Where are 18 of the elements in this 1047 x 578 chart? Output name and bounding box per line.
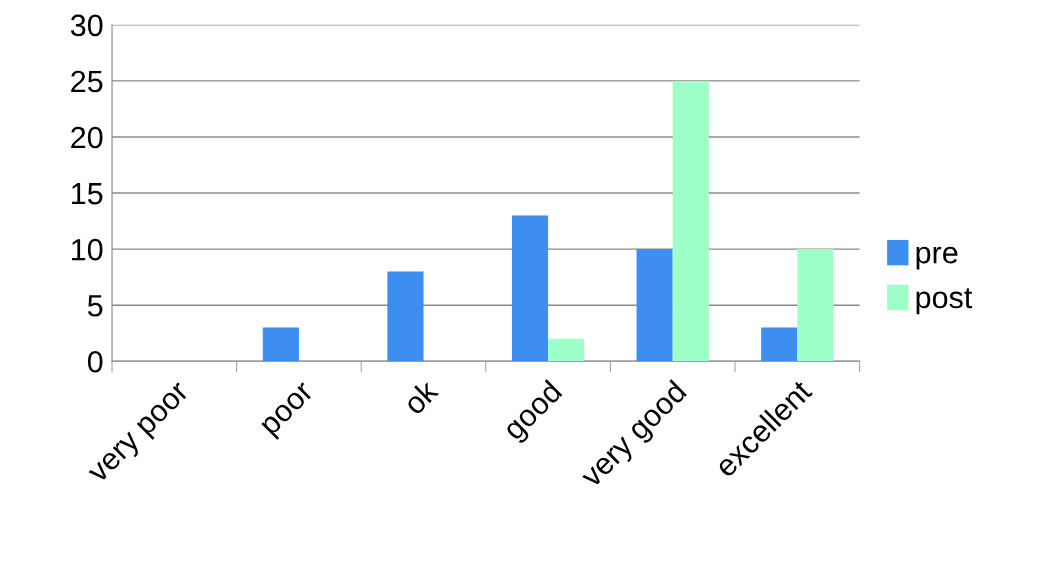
bar <box>262 327 299 362</box>
x-tick-label: ok <box>401 377 440 416</box>
y-tick-label: 25 <box>71 70 103 93</box>
bar <box>636 249 673 362</box>
y-tick-label: 10 <box>72 238 103 261</box>
bar <box>511 215 549 362</box>
y-tick-label: 30 <box>70 14 103 37</box>
legend-label: post <box>916 288 973 315</box>
y-tick-label: 0 <box>87 350 103 373</box>
bar <box>548 338 585 362</box>
y-tick-label: 20 <box>71 126 103 149</box>
bar <box>672 80 709 362</box>
bar <box>387 271 424 362</box>
legend-label: pre <box>916 246 958 270</box>
y-tick-label: 15 <box>72 183 103 205</box>
bar <box>797 249 834 362</box>
bar <box>761 327 798 362</box>
y-tick-label: 5 <box>87 295 103 317</box>
